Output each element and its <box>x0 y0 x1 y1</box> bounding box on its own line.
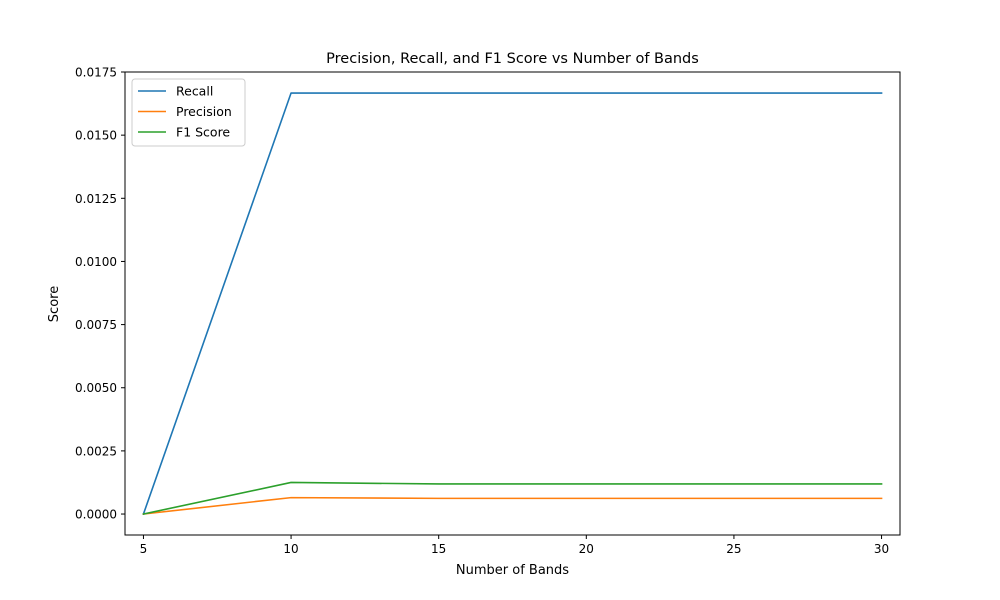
chart-title: Precision, Recall, and F1 Score vs Numbe… <box>326 51 699 67</box>
y-axis-ticks: 0.0000 0.0025 0.0050 0.0075 0.0100 0.0125 0.01… <box>75 66 125 522</box>
plot-area-frame <box>124 71 901 536</box>
y-tick-label: 0.0125 <box>75 192 117 206</box>
plot-lines <box>142 92 883 516</box>
series-line-f1-score <box>142 481 883 515</box>
series-line-recall <box>142 92 883 516</box>
x-tick-label: 10 <box>283 542 298 556</box>
y-tick-label: 0.0050 <box>75 381 117 395</box>
series-line-precision <box>142 496 883 515</box>
y-tick-label: 0.0000 <box>75 508 117 522</box>
y-tick-label: 0.0075 <box>75 318 117 332</box>
y-tick-label: 0.0175 <box>75 66 117 80</box>
y-tick-label: 0.0150 <box>75 129 117 143</box>
y-axis-label: Score <box>47 286 62 322</box>
x-tick-label: 25 <box>726 542 741 556</box>
x-axis-ticks: 5 10 15 20 25 30 <box>140 535 889 556</box>
x-tick-label: 15 <box>431 542 446 556</box>
legend-box <box>131 78 246 147</box>
legend: Recall Precision F1 Score <box>131 78 246 147</box>
y-tick-label: 0.0100 <box>75 255 117 269</box>
legend-label: Precision <box>176 104 232 119</box>
x-axis-label: Number of Bands <box>456 563 569 578</box>
legend-label: F1 Score <box>176 125 230 140</box>
legend-label: Recall <box>176 84 213 99</box>
x-tick-label: 20 <box>579 542 594 556</box>
x-tick-label: 5 <box>140 542 148 556</box>
x-tick-label: 30 <box>874 542 889 556</box>
y-tick-label: 0.0025 <box>75 444 117 458</box>
